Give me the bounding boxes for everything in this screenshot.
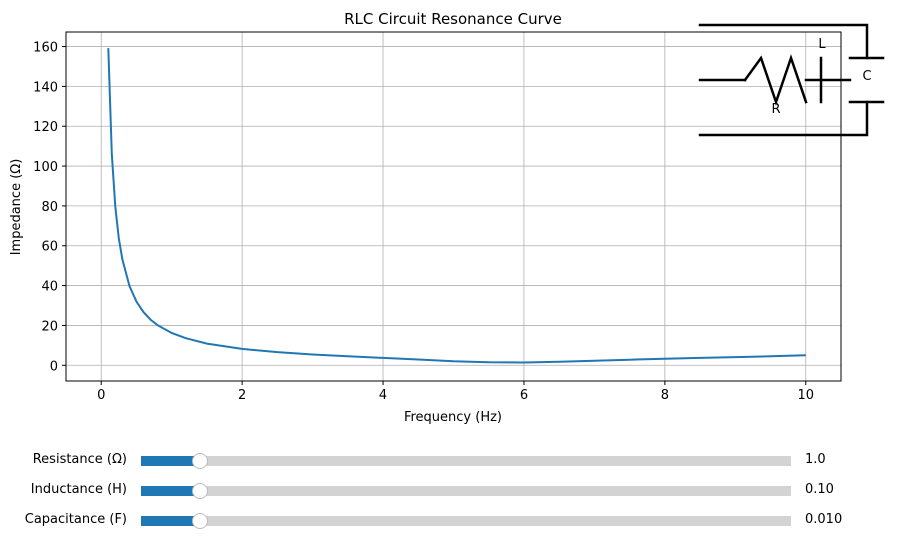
inductance-slider-fill	[141, 486, 200, 496]
y-tick-label: 80	[41, 200, 58, 215]
x-tick-label: 2	[238, 388, 246, 403]
x-tick-label: 4	[379, 388, 387, 403]
x-tick-label: 0	[97, 388, 105, 403]
y-tick-label: 100	[33, 160, 58, 175]
y-axis-label: Impedance (Ω)	[9, 159, 24, 256]
capacitance-slider-label: Capacitance (F)	[24, 512, 127, 527]
capacitance-slider-track[interactable]	[141, 513, 791, 529]
x-tick-label: 8	[661, 388, 669, 403]
chart-title: RLC Circuit Resonance Curve	[344, 10, 562, 28]
inductance-slider-handle[interactable]	[191, 483, 208, 499]
capacitance-slider-row: Capacitance (F) 0.010	[0, 509, 900, 533]
y-tick-label: 20	[41, 319, 58, 334]
circuit-bottom-wire	[698, 100, 869, 137]
grid-lines	[66, 32, 841, 381]
x-tick-label: 6	[520, 388, 528, 403]
y-tick-label: 160	[33, 41, 58, 56]
resistance-slider-fill	[141, 456, 200, 466]
plot-area-frame	[65, 31, 842, 382]
resistance-slider-track[interactable]	[141, 453, 791, 469]
capacitance-slider-handle[interactable]	[191, 513, 208, 529]
x-tick-label: 10	[797, 388, 814, 403]
inductance-slider-track[interactable]	[141, 483, 791, 499]
inductance-slider-label: Inductance (H)	[30, 482, 127, 497]
curve-points	[108, 48, 806, 362]
y-tick-label: 140	[33, 80, 58, 95]
impedance-curve	[107, 48, 806, 364]
inductance-slider-row: Inductance (H) 0.10	[0, 479, 900, 503]
y-tick-label: 0	[50, 359, 58, 374]
resistance-slider-label: Resistance (Ω)	[32, 452, 127, 467]
y-tick-label: 40	[41, 280, 58, 295]
inductor-label: L	[818, 37, 826, 52]
resistor-label: R	[771, 102, 780, 117]
resistance-value: 1.0	[805, 452, 826, 467]
circuit-top-wire	[698, 23, 869, 60]
capacitor-label: C	[862, 69, 871, 84]
x-axis-label: Frequency (Hz)	[404, 410, 502, 425]
inductance-value: 0.10	[805, 482, 834, 497]
resistance-slider-handle[interactable]	[191, 453, 208, 469]
resistance-slider-row: Resistance (Ω) 1.0	[0, 449, 900, 473]
capacitance-value: 0.010	[805, 512, 843, 527]
circuit-diagram	[698, 23, 885, 137]
resistor-zigzag	[743, 54, 808, 106]
y-tick-label: 120	[33, 120, 58, 135]
capacitance-slider-fill	[141, 516, 200, 526]
y-tick-label: 60	[41, 240, 58, 255]
